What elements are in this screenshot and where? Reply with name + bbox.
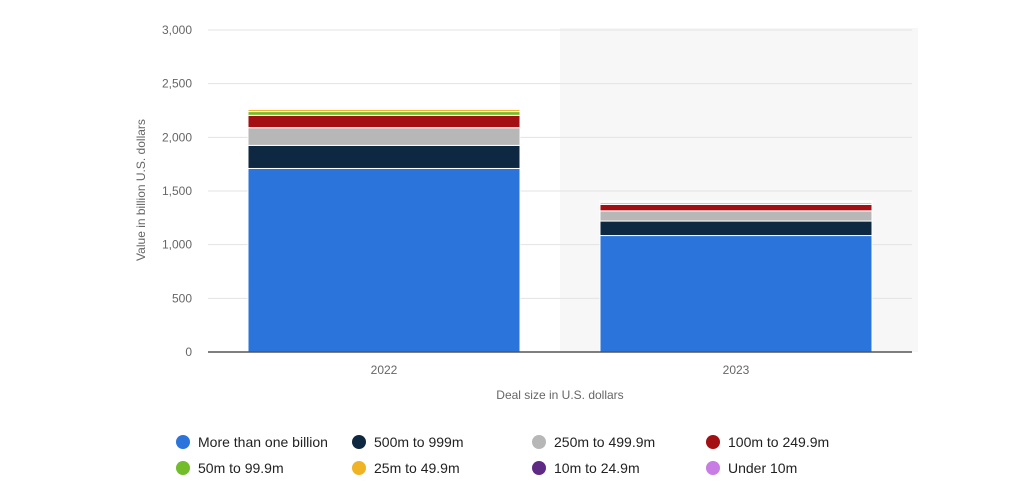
legend-dot-icon	[176, 461, 190, 475]
legend-label: 10m to 24.9m	[554, 460, 640, 476]
bar-segment[interactable]	[599, 235, 873, 353]
y-tick-label: 2,000	[162, 130, 192, 144]
legend-dot-icon	[532, 435, 546, 449]
legend-dot-icon	[706, 435, 720, 449]
bar-segment[interactable]	[247, 167, 521, 353]
legend-label: 25m to 49.9m	[374, 460, 460, 476]
legend-item[interactable]: More than one billion	[176, 434, 328, 450]
legend-label: More than one billion	[198, 434, 328, 450]
legend-item[interactable]: 100m to 249.9m	[706, 434, 829, 450]
bar-segment[interactable]	[247, 127, 521, 146]
legend-item[interactable]: 500m to 999m	[352, 434, 464, 450]
legend-item[interactable]: 250m to 499.9m	[532, 434, 655, 450]
y-tick-label: 1,000	[162, 238, 192, 252]
bar-segment[interactable]	[599, 220, 873, 237]
legend-item[interactable]: 10m to 24.9m	[532, 460, 640, 476]
y-axis-title: Value in billion U.S. dollars	[134, 119, 148, 261]
y-tick-label: 0	[185, 345, 192, 359]
x-tick-label: 2023	[723, 363, 750, 377]
bar-segment[interactable]	[599, 203, 873, 212]
y-tick-label: 3,000	[162, 23, 192, 37]
x-tick-labels: 2022 2023	[371, 363, 750, 377]
legend-item[interactable]: Under 10m	[706, 460, 797, 476]
legend-dot-icon	[532, 461, 546, 475]
x-tick-label: 2022	[371, 363, 398, 377]
y-tick-label: 2,500	[162, 77, 192, 91]
legend-label: 500m to 999m	[374, 434, 464, 450]
y-tick-label: 1,500	[162, 184, 192, 198]
legend-dot-icon	[352, 461, 366, 475]
legend-item[interactable]: 50m to 99.9m	[176, 460, 284, 476]
bar-segment[interactable]	[247, 107, 521, 109]
bar-segment[interactable]	[247, 111, 521, 116]
y-tick-label: 500	[172, 291, 192, 305]
legend-item[interactable]: 25m to 49.9m	[352, 460, 460, 476]
y-tick-labels: 0 500 1,000 1,500 2,000 2,500 3,000	[162, 23, 192, 359]
legend-dot-icon	[352, 435, 366, 449]
legend-label: 250m to 499.9m	[554, 434, 656, 450]
legend-dot-icon	[706, 461, 720, 475]
bar-segment[interactable]	[247, 144, 521, 169]
bar-segment[interactable]	[599, 210, 873, 222]
bar-segment[interactable]	[247, 114, 521, 129]
legend-dot-icon	[176, 435, 190, 449]
x-axis-title: Deal size in U.S. dollars	[496, 388, 623, 402]
legend-label: 100m to 249.9m	[728, 434, 830, 450]
stacked-bar-chart: 0 500 1,000 1,500 2,000 2,500 3,000 2022 2023 V…	[134, 23, 912, 402]
legend-label: 50m to 99.9m	[198, 460, 284, 476]
legend-label: Under 10m	[728, 460, 798, 476]
bars	[247, 107, 873, 353]
